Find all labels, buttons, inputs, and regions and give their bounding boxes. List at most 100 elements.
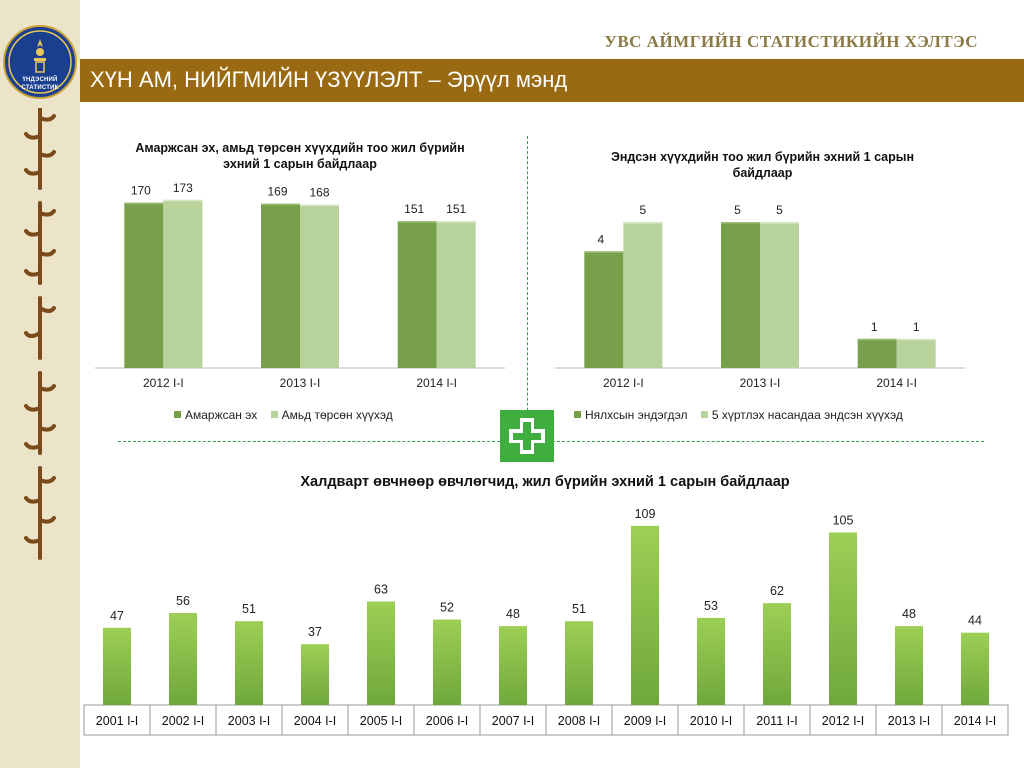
chart1-tick-label: 2013 I-I xyxy=(280,376,321,390)
chart3-tick-label: 2012 I-I xyxy=(822,714,864,728)
chart3-data-label: 51 xyxy=(572,602,586,616)
chart3-tick-label: 2004 I-I xyxy=(294,714,336,728)
chart2-data-label: 5 xyxy=(639,203,646,217)
chart3-bar xyxy=(367,601,395,705)
chart3-tick-label: 2007 I-I xyxy=(492,714,534,728)
emblem-graphic xyxy=(8,30,72,94)
chart2-tick-label: 2014 I-I xyxy=(876,376,917,390)
chart1-plot: 170 173 2012 I-I 169 168 2013 I-I 151 151 2014 I… xyxy=(95,181,505,390)
chart1-bar xyxy=(436,221,476,368)
chart2-tick-label: 2013 I-I xyxy=(740,376,781,390)
chart3-data-label: 44 xyxy=(968,614,982,628)
chart3-bar xyxy=(235,621,263,705)
chart3-data-label: 63 xyxy=(374,582,388,596)
chart1-legend-label-2: Амьд төрсөн хүүхэд xyxy=(281,408,393,422)
chart3-title: Халдварт өвчнөөр өвчлөгчид, жил бүрийн э… xyxy=(300,474,790,490)
chart2-bar xyxy=(857,338,897,368)
chart3-tick-label: 2006 I-I xyxy=(426,714,468,728)
chart3-bar xyxy=(697,617,725,705)
chart3-bar xyxy=(433,619,461,705)
chart3-data-label: 62 xyxy=(770,584,784,598)
chart2-plot: 4 5 2012 I-I 5 5 2013 I-I 1 1 2014 I-I xyxy=(555,203,965,390)
chart3-tick-label: 2013 I-I xyxy=(888,714,930,728)
left-decor-band: ҮНДЭСНИЙ СТАТИСТИК xyxy=(0,0,80,768)
chart3-bar xyxy=(829,532,857,705)
org-title: УВС АЙМГИЙН СТАТИСТИКИЙН ХЭЛТЭС xyxy=(604,32,978,51)
chart1-data-label: 169 xyxy=(267,185,287,199)
chart3-data-label: 48 xyxy=(902,607,916,621)
chart1-bar-highlight xyxy=(397,221,437,223)
chart2-data-label: 5 xyxy=(776,203,783,217)
chart1-bar-highlight xyxy=(300,204,339,207)
chart2-legend-label-2: 5 хүртлэх насандаа эндсэн хүүхэд xyxy=(711,408,903,422)
chart3-bar xyxy=(565,621,593,705)
chart3-bar xyxy=(169,612,197,705)
chart3-tick-label: 2002 I-I xyxy=(162,714,204,728)
chart3-tick-label: 2003 I-I xyxy=(228,714,270,728)
chart1-bar xyxy=(124,202,164,368)
chart1-legend: Амаржсан эх Амьд төрсөн хүүхэд xyxy=(174,408,403,422)
legend-swatch-dark xyxy=(174,411,181,418)
chart2-data-label: 1 xyxy=(871,320,878,334)
chart3-tick-label: 2001 I-I xyxy=(96,714,138,728)
chart2-bar-highlight xyxy=(623,222,663,224)
chart3-tick-label: 2011 I-I xyxy=(756,714,797,728)
chart3-tick-label: 2005 I-I xyxy=(360,714,402,728)
chart1-data-label: 151 xyxy=(404,202,424,216)
chart3-data-label: 51 xyxy=(242,602,256,616)
chart2-data-label: 1 xyxy=(913,320,920,334)
chart1-tick-label: 2014 I-I xyxy=(416,376,457,390)
chart2-legend: Нялхсын эндэгдэл 5 хүртлэх насандаа эндс… xyxy=(574,408,913,422)
chart1-bar-highlight xyxy=(163,199,203,202)
logo-text-line2: СТАТИСТИК xyxy=(21,85,59,91)
chart3-bar xyxy=(301,644,329,705)
chart3-bar xyxy=(499,626,527,705)
chart2-bar-highlight xyxy=(857,338,897,341)
chart1-bar-highlight xyxy=(124,202,164,205)
logo-text-line1: ҮНДЭСНИЙ xyxy=(22,77,58,83)
chart1-title: Амаржсан эх, амьд төрсөн хүүхдийн тоо жи… xyxy=(135,141,465,171)
chart1-data-label: 168 xyxy=(309,186,329,200)
chart3-data-label: 52 xyxy=(440,601,454,615)
chart2-legend-label-1: Нялхсын эндэгдэл xyxy=(585,408,688,422)
chart1-legend-label-1: Амаржсан эх xyxy=(185,408,258,422)
chart1-data-label: 170 xyxy=(131,184,151,198)
section-banner: ХҮН АМ, НИЙГМИЙН ҮЗҮҮЛЭЛТ – Эрүүл мэнд xyxy=(80,59,1024,102)
chart3-bar xyxy=(961,632,989,705)
chart3-data-label: 48 xyxy=(506,607,520,621)
chart2-bar xyxy=(896,338,936,368)
chart1-bar-highlight xyxy=(436,221,476,223)
legend-swatch-light xyxy=(270,411,278,418)
chart2-bar-highlight xyxy=(760,222,799,224)
chart2-bar xyxy=(760,222,799,368)
chart2-bar xyxy=(721,222,760,368)
chart3-bar xyxy=(763,603,791,705)
chart3-data-label: 53 xyxy=(704,599,718,613)
medical-plus-icon xyxy=(500,410,554,462)
chart3-tick-label: 2010 I-I xyxy=(690,714,732,728)
chart2-bar-highlight xyxy=(584,251,624,253)
chart1-bar xyxy=(261,203,300,368)
chart2-bar-highlight xyxy=(721,222,760,224)
chart3-data-label: 47 xyxy=(110,609,124,623)
chart3-tick-label: 2008 I-I xyxy=(558,714,600,728)
chart2-bar xyxy=(584,251,624,368)
chart1-bar xyxy=(163,199,203,368)
chart1-tick-label: 2012 I-I xyxy=(143,376,184,390)
legend-swatch-light xyxy=(700,411,708,418)
chart2-data-label: 5 xyxy=(734,203,741,217)
vertical-divider xyxy=(527,136,528,456)
chart3-data-label: 56 xyxy=(176,594,190,608)
plus-graphic xyxy=(509,418,545,454)
legend-swatch-dark xyxy=(574,411,581,418)
national-emblem-icon: ҮНДЭСНИЙ СТАТИСТИК xyxy=(3,25,77,99)
banner-title: ХҮН АМ, НИЙГМИЙН ҮЗҮҮЛЭЛТ – Эрүүл мэнд xyxy=(90,67,568,92)
chart3-tick-label: 2009 I-I xyxy=(624,714,666,728)
chart1-bar xyxy=(300,204,339,368)
chart3-data-label: 105 xyxy=(833,513,854,527)
chart2-title: Эндсэн хүүхдийн тоо жил бүрийн эхний 1 с… xyxy=(610,150,914,180)
chart3-plot: 47 2001 I-I 56 2002 I-I 51 2003 I-I 37 2004 I-I… xyxy=(83,507,1009,736)
mongolian-script-decor xyxy=(24,108,56,560)
chart3-data-label: 109 xyxy=(635,507,656,521)
chart3-data-label: 37 xyxy=(308,625,322,639)
